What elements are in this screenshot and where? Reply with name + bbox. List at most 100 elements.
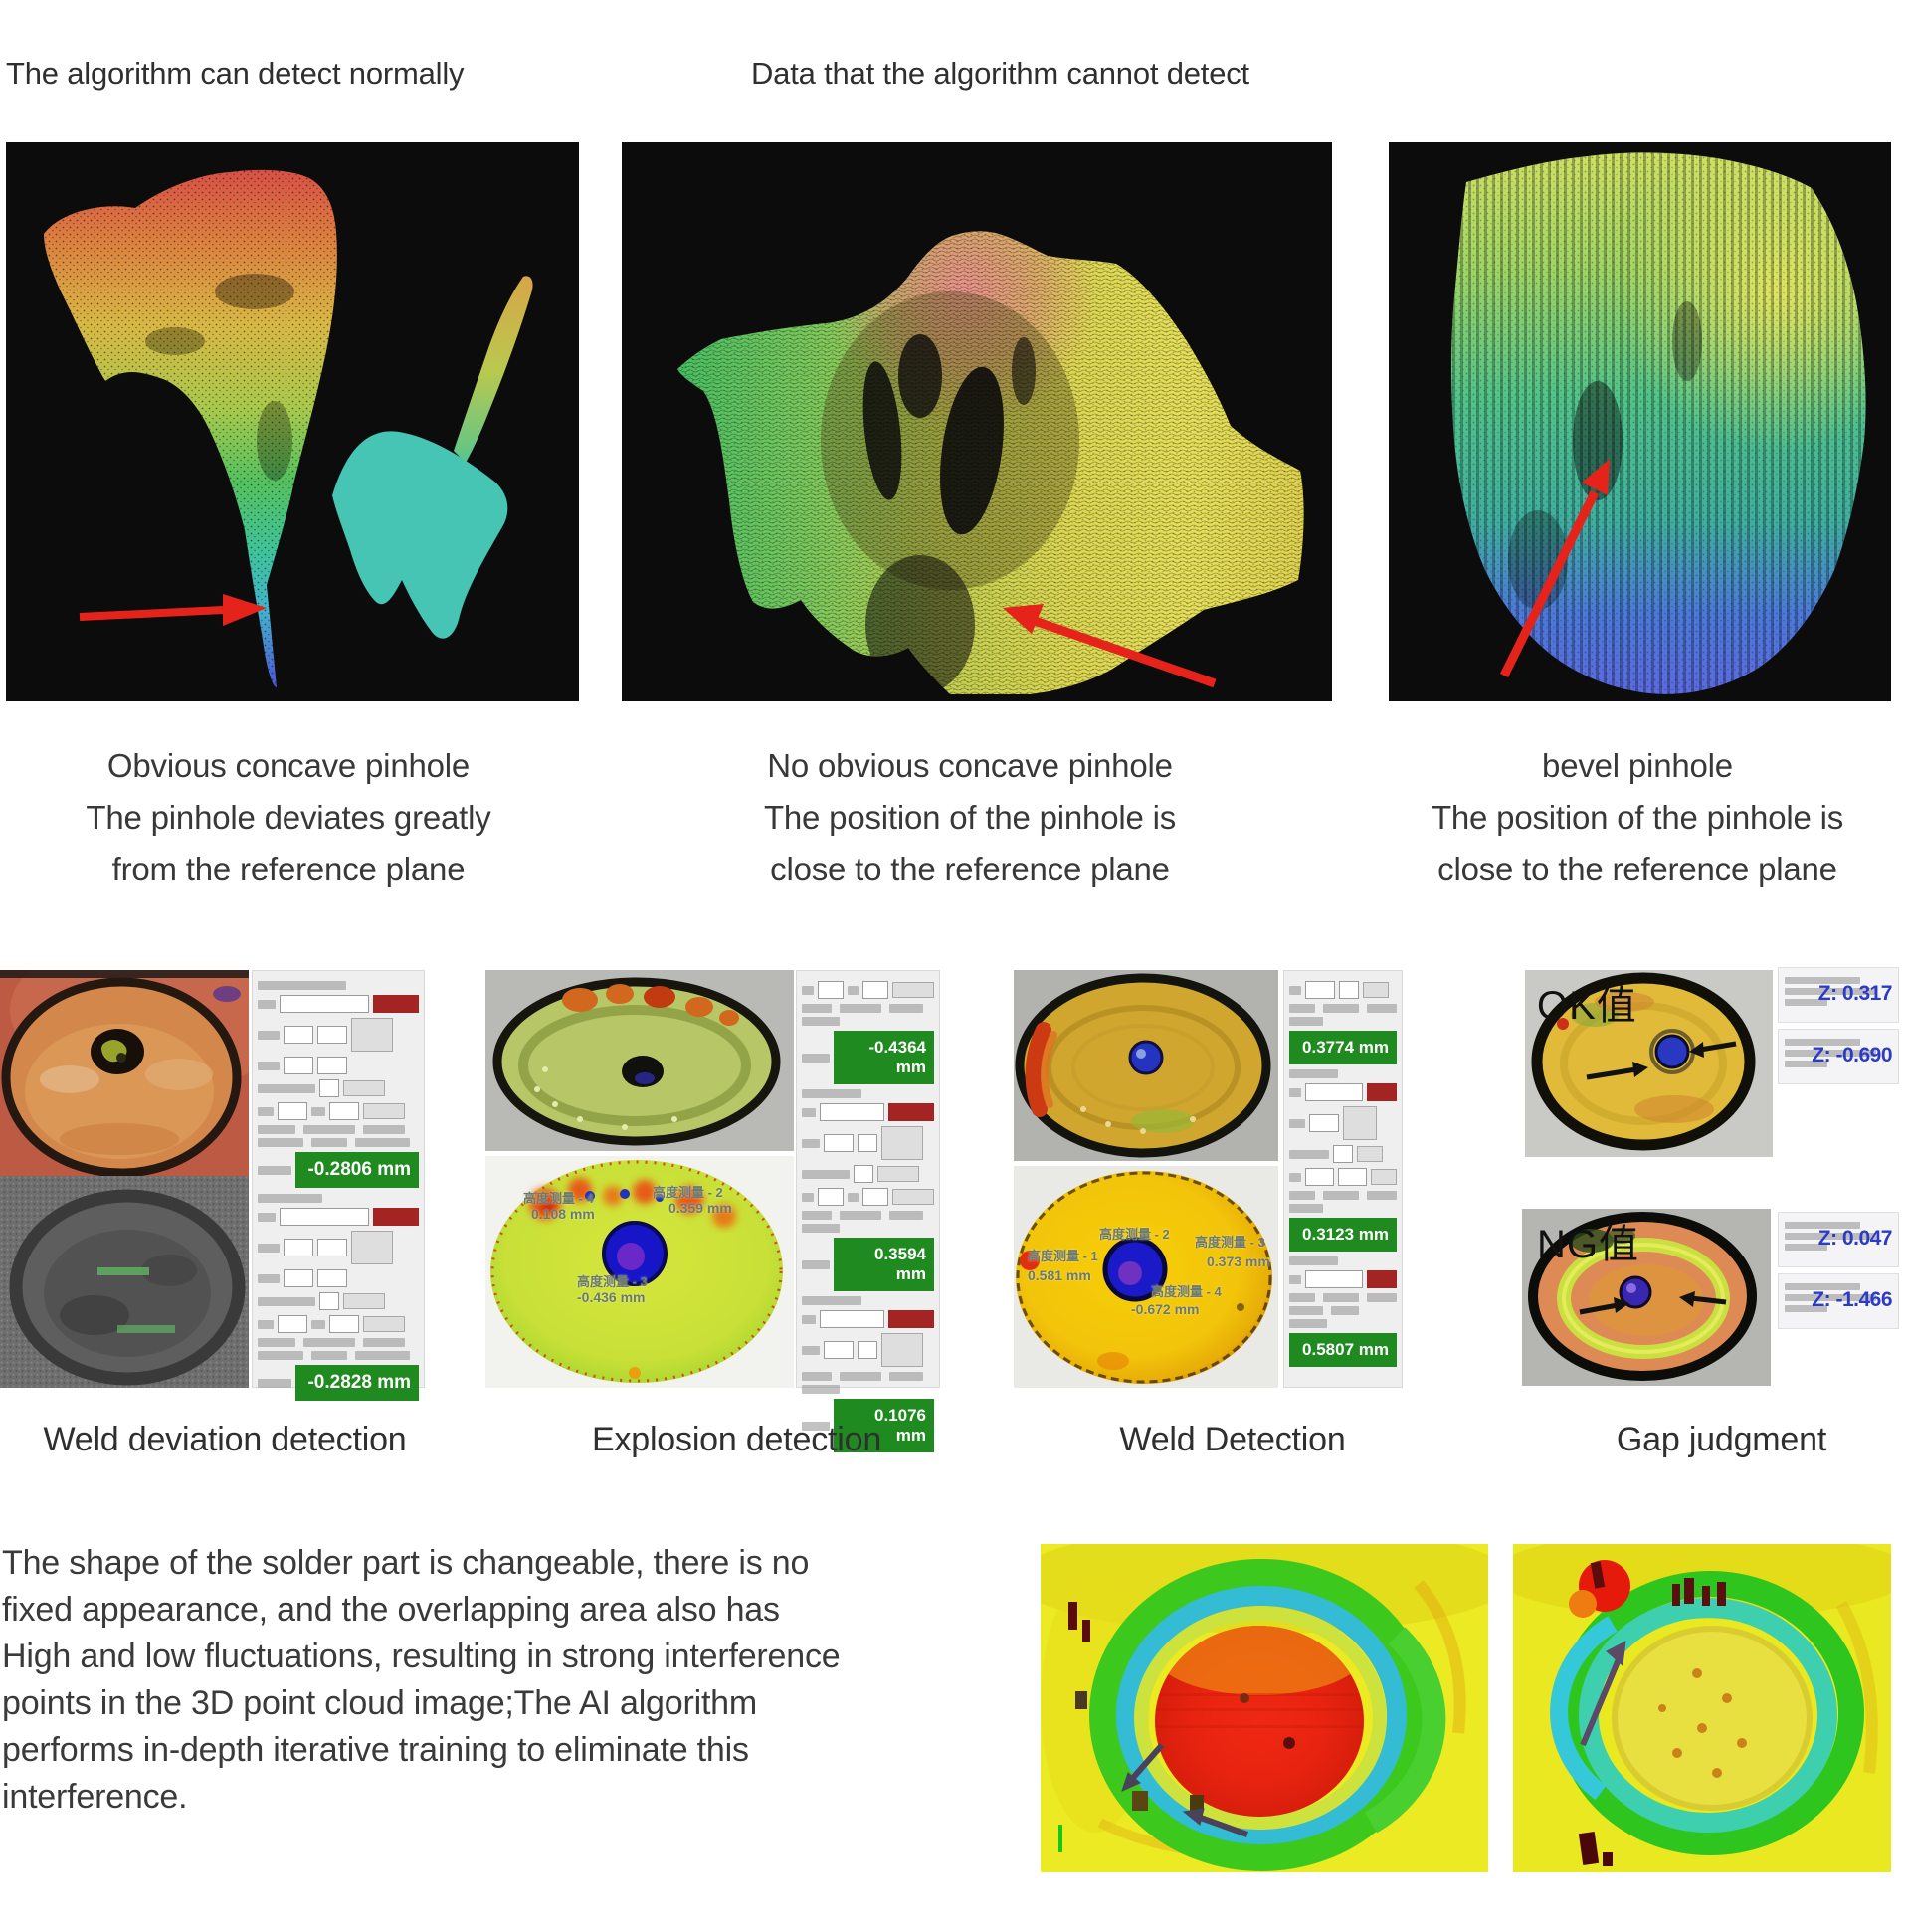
red-arrow-2	[1003, 604, 1217, 688]
annotation-name: 高度测量 - 3	[577, 1274, 648, 1289]
interference-arrow	[1121, 1743, 1249, 1837]
delete-button[interactable]	[1367, 1083, 1397, 1101]
apply-button[interactable]	[1357, 1146, 1383, 1162]
explosion-image-top	[485, 970, 794, 1151]
result-value: 0.5807 mm	[1289, 1333, 1397, 1367]
paragraph-line: points in the 3D point cloud image;The A…	[2, 1684, 758, 1722]
set-button[interactable]	[1370, 1169, 1397, 1185]
set-button[interactable]	[363, 1316, 405, 1332]
label-weld-detection: Weld Detection	[1119, 1421, 1346, 1458]
pointcloud-1-graphic	[6, 142, 579, 701]
delete-button[interactable]	[373, 995, 419, 1013]
annotation-value: 0.581 mm	[1028, 1267, 1091, 1283]
set-button[interactable]	[892, 982, 935, 998]
caption-line: bevel pinhole	[1542, 747, 1733, 784]
paragraph-line: The shape of the solder part is changeab…	[2, 1544, 810, 1582]
ng-value-cards: Z: 0.047 Z: -1.466	[1778, 1212, 1899, 1329]
result-value: 0.3774 mm	[1289, 1031, 1397, 1064]
pointcloud-figure-3	[1389, 142, 1891, 701]
annotation-value: -0.436 mm	[577, 1289, 646, 1305]
set-button[interactable]	[1363, 982, 1389, 998]
result-value: -0.2806 mm	[295, 1152, 419, 1188]
solder-heatmap-left	[1041, 1544, 1488, 1872]
set-button[interactable]	[363, 1103, 405, 1119]
template-button[interactable]	[881, 1333, 923, 1367]
apply-button[interactable]	[343, 1293, 385, 1309]
name-input[interactable]	[820, 1103, 884, 1121]
paragraph-line: fixed appearance, and the overlapping ar…	[2, 1591, 780, 1629]
annotation-name: 高度测量 - 1	[1028, 1249, 1098, 1263]
label-explosion-detection: Explosion detection	[591, 1421, 882, 1458]
caption-1: Obvious concave pinhole The pinhole devi…	[20, 740, 557, 895]
ok-tag: OK值	[1537, 984, 1637, 1028]
result-value: 0.3594 mm	[834, 1238, 934, 1291]
annotation-value: 0.108 mm	[531, 1206, 595, 1222]
paragraph-line: performs in-depth iterative training to …	[2, 1731, 749, 1769]
weld-deviation-image-top	[0, 970, 249, 1176]
annotation-name: 高度测量 - 3	[1195, 1235, 1265, 1250]
red-arrow-1	[79, 594, 267, 626]
name-input[interactable]	[280, 995, 369, 1013]
caption-line: Obvious concave pinhole	[106, 747, 471, 784]
name-input[interactable]	[1305, 1083, 1363, 1101]
gap-ng-image	[1522, 1209, 1771, 1386]
pointcloud-figure-2	[622, 142, 1332, 701]
red-arrow-3	[1499, 459, 1610, 677]
annotation-value: 0.373 mm	[1207, 1254, 1270, 1269]
annotation-name: 高度测量 - 2	[1099, 1227, 1170, 1242]
ng-tag: NG值	[1537, 1223, 1639, 1266]
z-value: Z: 0.317	[1817, 982, 1893, 1005]
caption-line: close to the reference plane	[770, 851, 1170, 887]
bottom-paragraph: The shape of the solder part is changeab…	[2, 1540, 1056, 1821]
gap-ok-image	[1525, 970, 1773, 1157]
template-button[interactable]	[1343, 1106, 1377, 1140]
weld-deviation-control-panel: -0.2806 mm -0.2828 mm	[252, 970, 425, 1401]
control-group: -0.2828 mm	[258, 1194, 419, 1401]
weld-detection-control-panel: 0.3774 mm 0.3123 mm 0.5807 mm	[1283, 970, 1403, 1388]
result-value: -0.4364 mm	[834, 1031, 934, 1084]
template-button[interactable]	[351, 1018, 393, 1052]
caption-line: close to the reference plane	[1437, 851, 1837, 887]
caption-line: The position of the pinhole is	[763, 799, 1177, 836]
caption-line: from the reference plane	[111, 851, 466, 887]
z-card: Z: -1.466	[1778, 1273, 1899, 1329]
set-button[interactable]	[892, 1189, 935, 1205]
delete-button[interactable]	[373, 1208, 419, 1226]
control-group: -0.2806 mm	[258, 981, 419, 1188]
template-button[interactable]	[351, 1231, 393, 1264]
caption-line: No obvious concave pinhole	[767, 747, 1173, 784]
z-card: Z: 0.317	[1778, 967, 1899, 1023]
gap-arrow	[1579, 1291, 1727, 1315]
explosion-image-heatmap: 高度测量 - 4 0.108 mm 高度测量 - 2 0.359 mm 高度测量…	[485, 1156, 794, 1388]
weld-detection-image-top	[1014, 970, 1278, 1161]
name-input[interactable]	[1305, 1270, 1363, 1288]
cyan-surface	[332, 431, 508, 639]
result-value: -0.2828 mm	[295, 1365, 419, 1401]
delete-button[interactable]	[1367, 1270, 1397, 1288]
header-right: Data that the algorithm cannot detect	[751, 56, 1249, 91]
z-card: Z: -0.690	[1778, 1029, 1899, 1084]
apply-button[interactable]	[343, 1080, 385, 1096]
name-input[interactable]	[820, 1310, 884, 1328]
delete-button[interactable]	[888, 1103, 934, 1121]
paragraph-line: High and low fluctuations, resulting in …	[2, 1638, 841, 1675]
result-value: 0.3123 mm	[1289, 1218, 1397, 1252]
weld-deviation-image-bottom	[0, 1176, 249, 1388]
label-gap-judgment: Gap judgment	[1616, 1421, 1827, 1458]
z-value: Z: 0.047	[1817, 1227, 1893, 1250]
name-input[interactable]	[280, 1208, 369, 1226]
template-button[interactable]	[881, 1126, 923, 1160]
paragraph-line: interference.	[2, 1778, 188, 1816]
explosion-control-panel: -0.4364 mm 0.3594 mm 0.1076 mm	[796, 970, 940, 1452]
caption-3: bevel pinhole The position of the pinhol…	[1369, 740, 1906, 895]
apply-button[interactable]	[877, 1166, 919, 1182]
z-card: Z: 0.047	[1778, 1212, 1899, 1267]
solder-heatmap-right	[1513, 1544, 1891, 1872]
annotation-value: -0.672 mm	[1131, 1301, 1200, 1317]
delete-button[interactable]	[888, 1310, 934, 1328]
z-value: Z: -1.466	[1812, 1288, 1892, 1311]
pointcloud-figure-1	[6, 142, 579, 701]
z-value: Z: -0.690	[1812, 1044, 1892, 1066]
ok-value-cards: Z: 0.317 Z: -0.690	[1778, 967, 1899, 1084]
